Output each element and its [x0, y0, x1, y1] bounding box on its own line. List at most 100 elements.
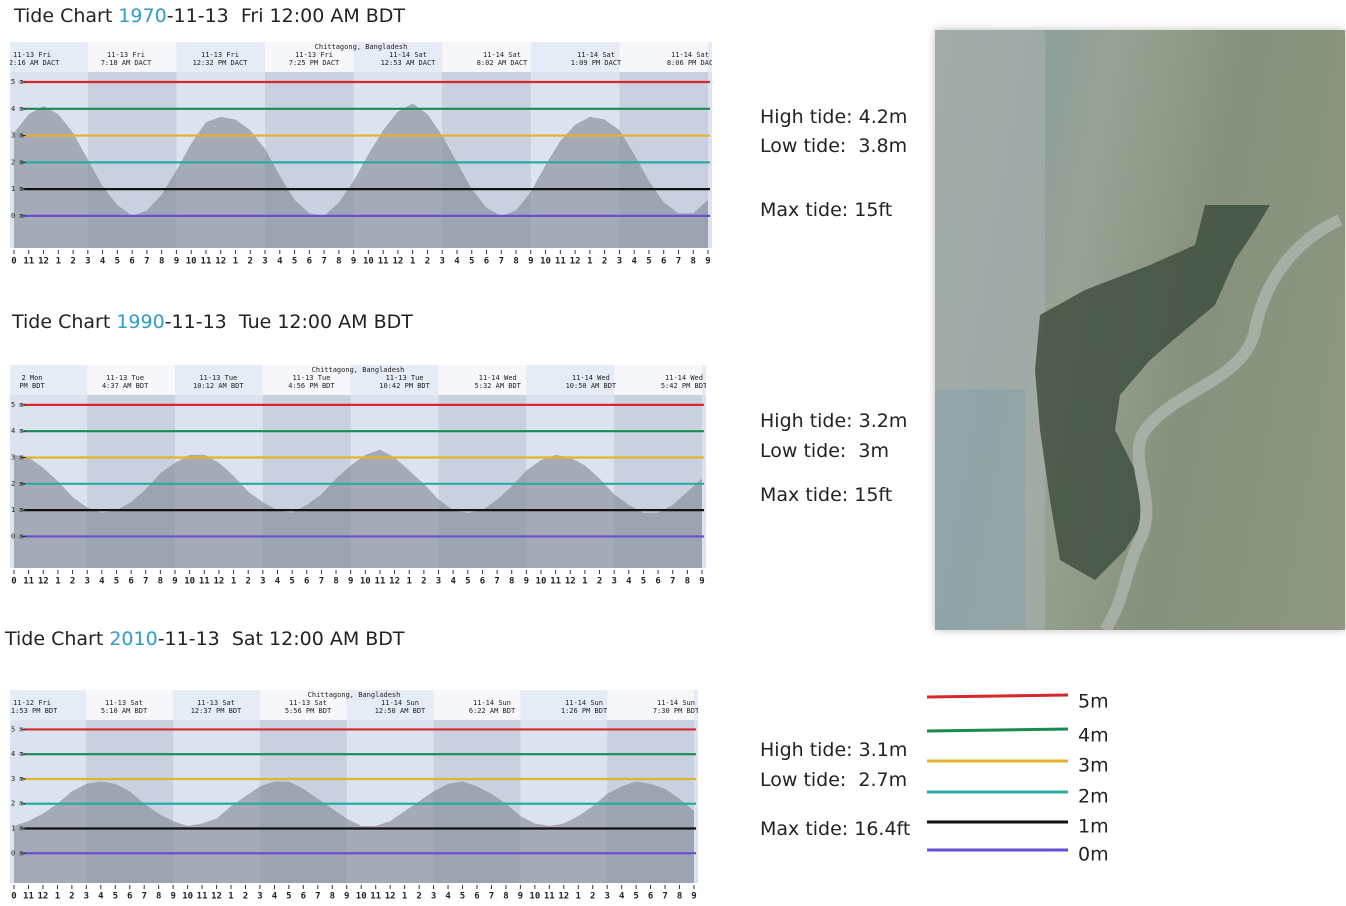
x-tick-label: 1 [233, 257, 238, 267]
x-tick-label: 10 [536, 577, 547, 587]
x-tick-label: 6 [128, 577, 133, 587]
tide-note: Low tide: 3.8m [760, 135, 907, 157]
y-tick-label: 0 m [11, 849, 24, 857]
x-tick-label: 5 [113, 892, 118, 902]
x-tick-label: 11 [201, 257, 212, 267]
x-tick-label: 8 [513, 257, 518, 267]
x-tick-label: 0 [11, 892, 16, 902]
sea-deep [935, 390, 1025, 630]
x-tick-label: 10 [356, 892, 367, 902]
event-date: 11-13 Fri [13, 51, 51, 59]
event-time: 4:56 PM BDT [288, 382, 335, 390]
event-date: 11-13 Fri [201, 51, 239, 59]
event-date: 11-14 Sat [389, 51, 427, 59]
x-tick-label: 11 [23, 577, 34, 587]
tide-note: High tide: 4.2m [760, 106, 907, 128]
event-time: 4:37 AM BDT [102, 382, 149, 390]
y-tick-label: 2 m [11, 480, 24, 488]
satellite-image [935, 30, 1345, 630]
x-tick-label: 3 [436, 577, 441, 587]
event-date: 2 Mon [21, 374, 42, 382]
x-tick-label: 2 [69, 892, 74, 902]
x-tick-label: 4 [626, 577, 632, 587]
x-tick-label: 11 [370, 892, 381, 902]
x-tick-label: 2 [70, 257, 75, 267]
satellite-overlay [935, 30, 1345, 630]
x-tick-label: 4 [98, 892, 104, 902]
x-tick-label: 10 [529, 892, 540, 902]
x-tick-label: 11 [378, 257, 389, 267]
x-tick-label: 8 [691, 257, 696, 267]
x-tick-label: 9 [172, 577, 177, 587]
event-time: 1:09 PM DACT [571, 59, 622, 67]
event-date: 11-13 Sat [289, 699, 327, 707]
title-year: 1970 [118, 5, 166, 27]
x-tick-label: 6 [301, 892, 306, 902]
y-tick-label: 5 m [11, 78, 24, 86]
x-tick-label: 11 [375, 577, 386, 587]
x-tick-label: 4 [631, 257, 637, 267]
x-tick-label: 1 [55, 892, 60, 902]
event-time: 10:50 AM BDT [566, 382, 617, 390]
x-tick-label: 12 [389, 577, 400, 587]
y-tick-label: 3 m [11, 454, 24, 462]
event-date: 11-14 Wed [479, 374, 517, 382]
title-text: -11-13 Sat 12:00 AM BDT [158, 628, 405, 650]
x-tick-label: 4 [99, 577, 105, 587]
x-tick-label: 9 [174, 257, 179, 267]
tide-note: Max tide: 15ft [760, 484, 892, 506]
x-tick-label: 3 [260, 577, 265, 587]
event-time: 1:26 PM BDT [561, 707, 608, 715]
x-tick-label: 4 [272, 892, 278, 902]
x-tick-label: 2 [416, 892, 421, 902]
x-tick-label: 4 [100, 257, 106, 267]
x-tick-label: 7 [670, 577, 675, 587]
x-tick-label: 7 [315, 892, 320, 902]
x-tick-label: 9 [705, 257, 710, 267]
tide-note: High tide: 3.2m [760, 410, 907, 432]
x-tick-label: 5 [460, 892, 465, 902]
x-tick-label: 9 [344, 892, 349, 902]
page: 5m4m3m2m1m0m (() => { const data = JSON.… [0, 0, 1346, 906]
y-tick-label: 3 m [11, 132, 24, 140]
x-tick-label: 12 [565, 577, 576, 587]
x-tick-label: 3 [84, 892, 89, 902]
y-tick-label: 0 m [11, 532, 24, 540]
x-tick-label: 11 [23, 892, 34, 902]
x-tick-label: 4 [619, 892, 625, 902]
event-time: 7:25 PM DACT [289, 59, 340, 67]
x-tick-label: 1 [582, 577, 587, 587]
x-tick-label: 1 [56, 257, 61, 267]
x-tick-label: 12 [558, 892, 569, 902]
x-tick-label: 12 [38, 892, 49, 902]
event-date: 11-13 Sat [197, 699, 235, 707]
x-tick-label: 6 [304, 577, 309, 587]
title-year: 1990 [116, 311, 164, 333]
event-time: 12:32 PM DACT [193, 59, 249, 67]
x-tick-label: 10 [186, 257, 197, 267]
x-tick-label: 4 [275, 577, 281, 587]
x-tick-label: 10 [540, 257, 551, 267]
x-tick-label: 8 [677, 892, 682, 902]
chart-title: Tide Chart 1970-11-13 Fri 12:00 AM BDT [14, 5, 405, 27]
x-tick-label: 8 [156, 892, 161, 902]
city-area [1035, 205, 1270, 580]
event-date: 11-13 Tue [106, 374, 144, 382]
x-tick-label: 0 [11, 257, 16, 267]
event-time: 5:10 AM BDT [101, 707, 148, 715]
x-tick-label: 3 [431, 892, 436, 902]
x-tick-label: 6 [307, 257, 312, 267]
x-tick-label: 5 [633, 892, 638, 902]
x-tick-label: 9 [699, 577, 704, 587]
x-tick-label: 3 [617, 257, 622, 267]
x-tick-label: 10 [363, 257, 374, 267]
x-tick-label: 8 [158, 577, 163, 587]
event-date: 11-13 Tue [292, 374, 330, 382]
x-tick-label: 1 [407, 577, 412, 587]
x-tick-label: 9 [691, 892, 696, 902]
location: Chittagong, Bangladesh [315, 43, 408, 51]
legend-label: 2m [1078, 786, 1109, 808]
legend-label: 1m [1078, 816, 1109, 838]
y-tick-label: 1 m [11, 506, 24, 514]
x-tick-label: 7 [662, 892, 667, 902]
